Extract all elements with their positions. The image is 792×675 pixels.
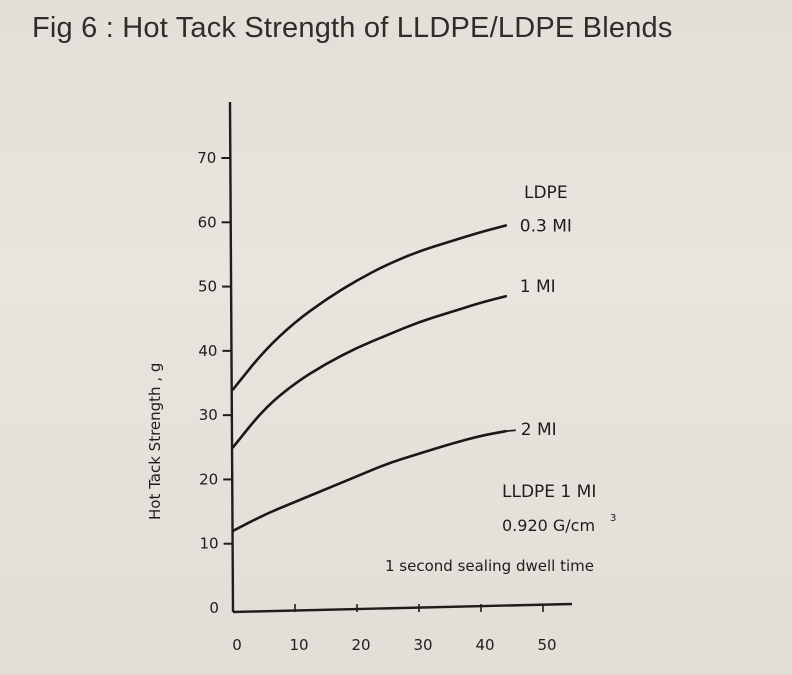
x-tick-label: 10	[289, 636, 308, 654]
y-tick-label: 20	[199, 470, 218, 488]
y-tick-label: 70	[197, 149, 216, 167]
series-labels: 0.3 MI 1 MI 2 MI	[505, 217, 572, 440]
series-line	[231, 224, 508, 391]
y-axis	[228, 101, 235, 613]
y-tick-label: 40	[198, 342, 217, 360]
x-tick-label: 50	[537, 636, 556, 654]
annotation-density: 0.920 G/cm	[502, 516, 595, 535]
x-tick-label: 20	[351, 636, 370, 654]
y-axis-label: Hot Tack Strength , g	[146, 363, 164, 520]
x-tick-label: 30	[413, 636, 432, 654]
annotation-material: LLDPE 1 MI	[502, 482, 596, 502]
x-tick-label: 0	[232, 636, 242, 654]
figure-title: Fig 6 : Hot Tack Strength of LLDPE/LDPE …	[32, 12, 673, 44]
legend-header: LDPE	[524, 183, 568, 203]
series-label: 2 MI	[521, 420, 557, 440]
series-line	[231, 429, 508, 533]
series-label-leader	[505, 429, 516, 433]
y-tick-label: 50	[198, 278, 217, 296]
y-tick-label: 60	[198, 213, 217, 231]
series-label: 1 MI	[520, 277, 556, 297]
x-axis	[232, 602, 573, 614]
series-label: 0.3 MI	[520, 217, 572, 237]
y-tick-label: 30	[199, 406, 218, 424]
series-line	[231, 294, 508, 449]
x-ticks: 0 10 20 30 40 50	[232, 604, 557, 654]
x-tick-label: 40	[475, 636, 494, 654]
annotation-dwell-time: 1 second sealing dwell time	[385, 557, 594, 575]
series-lines	[231, 224, 508, 533]
y-tick-label: 10	[200, 535, 219, 553]
y-tick-label: 0	[209, 599, 219, 617]
y-ticks: 0 10 20 30 40 50 60 70	[197, 149, 233, 617]
annotation-density-exponent: 3	[610, 513, 616, 524]
